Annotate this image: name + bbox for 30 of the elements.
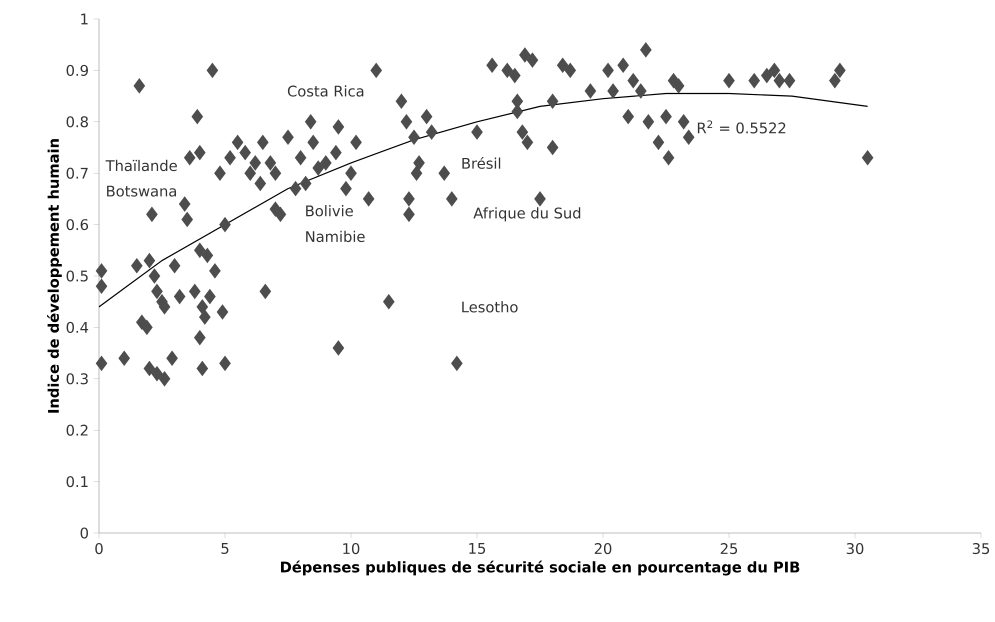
annotation: Brésil: [462, 156, 500, 169]
annotation: Costa Rica: [288, 85, 364, 97]
annotation: Namibie: [306, 230, 365, 242]
x-tick-label: 0: [95, 543, 103, 554]
y-tick-label: 0: [80, 527, 88, 539]
y-axis-title: Indice de développement humain: [47, 139, 62, 413]
annotation: Botswana: [107, 186, 176, 197]
y-tick-label: 0.6: [66, 219, 88, 230]
annotation: Afrique du Sud: [473, 207, 580, 222]
y-tick-label: 0.5: [66, 270, 88, 282]
y-tick-label: 0.4: [66, 322, 88, 333]
x-tick-label: 25: [720, 543, 738, 554]
annotation: Bolivie: [306, 205, 353, 216]
y-tick-label: 1: [81, 14, 88, 24]
annotation: Thaïlande: [106, 160, 177, 172]
x-tick-label: 20: [594, 543, 612, 554]
x-tick-label: 5: [221, 543, 228, 554]
x-axis-title: Dépenses publiques de sécurité sociale en pourcentage du PIB: [281, 560, 800, 576]
y-tick-label: 0.7: [66, 168, 88, 179]
x-tick-label: 35: [972, 543, 990, 554]
annotation: R$^{2}$ = 0.5522: [698, 120, 786, 134]
x-tick-label: 30: [846, 543, 864, 554]
x-tick-label: 15: [469, 543, 486, 554]
annotation: Lesotho: [462, 301, 518, 313]
y-tick-label: 0.9: [66, 64, 88, 76]
y-tick-label: 0.8: [66, 116, 88, 128]
y-tick-label: 0.1: [66, 476, 88, 488]
y-tick-label: 0.3: [66, 373, 88, 384]
x-tick-label: 10: [343, 543, 360, 554]
y-tick-label: 0.2: [66, 424, 88, 436]
